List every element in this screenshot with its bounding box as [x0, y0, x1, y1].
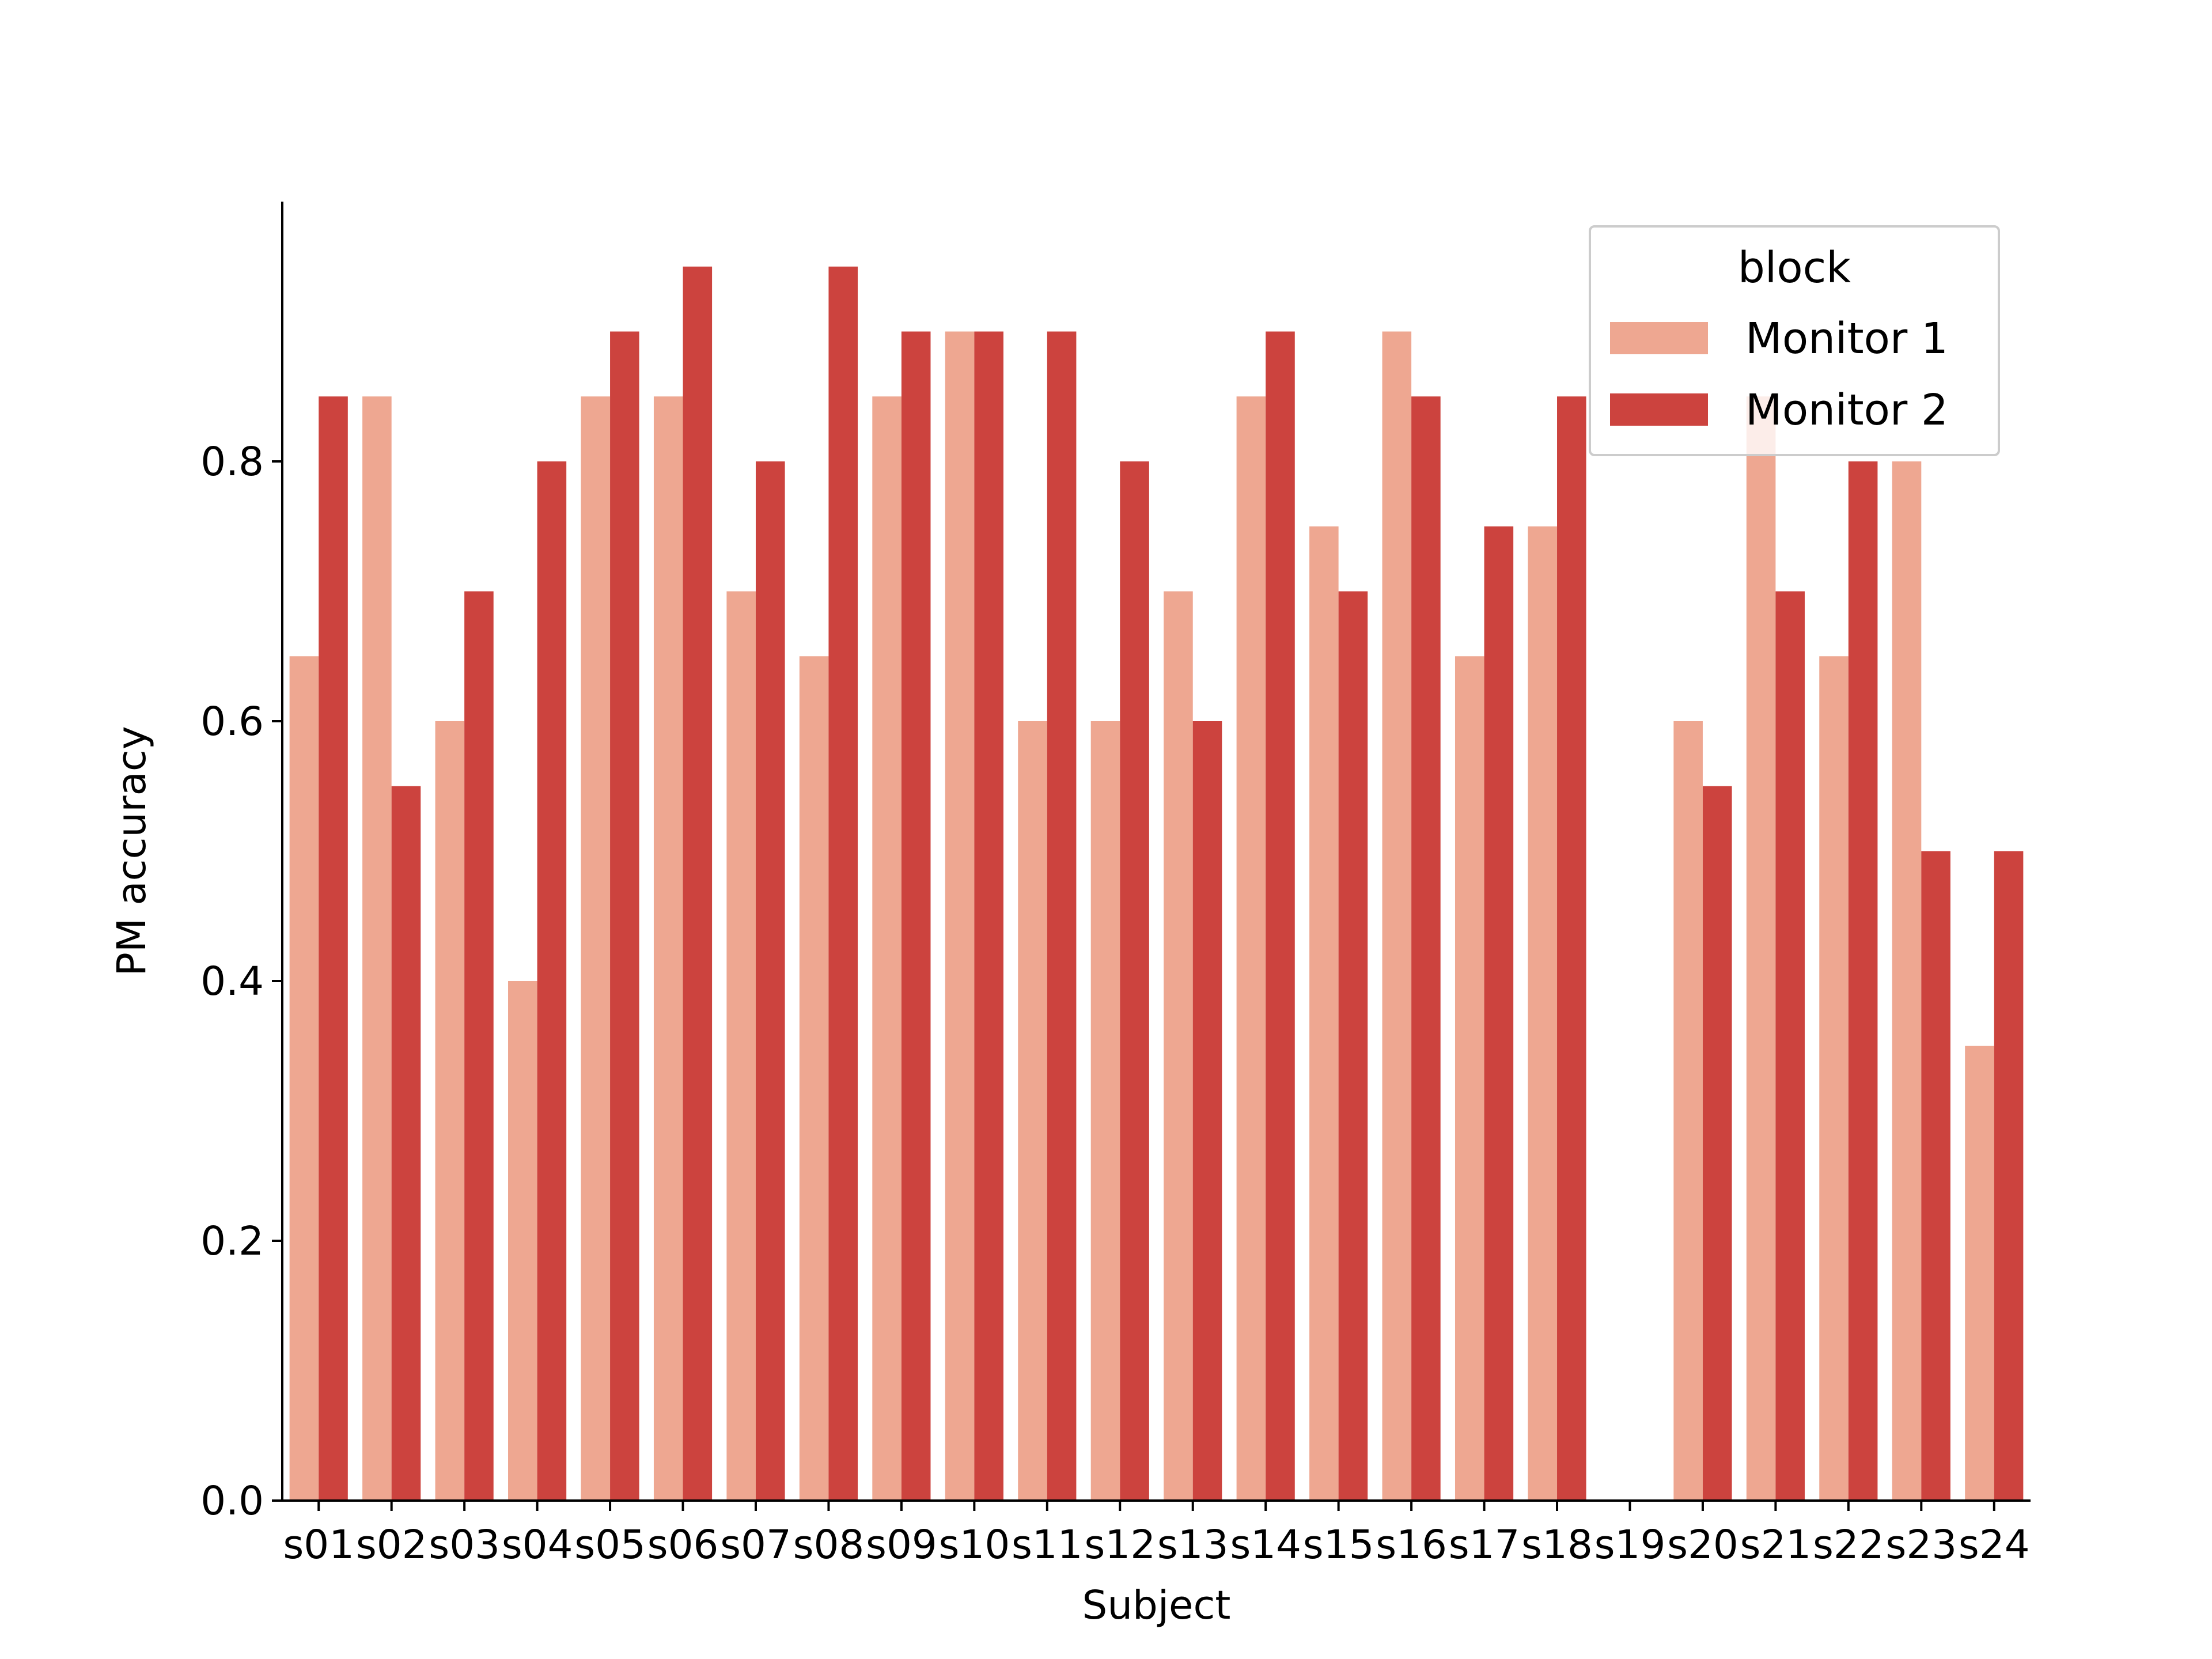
x-tick-label: s23 — [1885, 1522, 1957, 1568]
bar-s24-monitor-2 — [1994, 851, 2024, 1501]
bar-s23-monitor-1 — [1892, 461, 1922, 1501]
x-ticks: s01 s02 s03 s04 s05 s06 s07 s08 s09 s10 s11 s12 s13 s… — [283, 1501, 2030, 1568]
bar-s11-monitor-1 — [1018, 721, 1047, 1501]
y-tick-label: 0.6 — [200, 699, 264, 745]
x-tick-label: s12 — [1084, 1522, 1156, 1568]
bar-s08-monitor-1 — [799, 656, 829, 1501]
bar-s10-monitor-1 — [945, 331, 975, 1501]
bar-s20-monitor-2 — [1702, 786, 1732, 1501]
x-tick-label: s02 — [356, 1522, 427, 1568]
bar-s24-monitor-1 — [1965, 1046, 1994, 1501]
bar-s06-monitor-2 — [683, 266, 713, 1501]
x-tick-label: s18 — [1521, 1522, 1593, 1568]
bar-s17-monitor-1 — [1455, 656, 1484, 1501]
bar-s03-monitor-2 — [464, 591, 494, 1501]
x-tick-label: s16 — [1376, 1522, 1447, 1568]
legend-title: block — [1738, 243, 1851, 293]
x-tick-label: s10 — [938, 1522, 1010, 1568]
x-tick-label: s09 — [866, 1522, 937, 1568]
x-tick-label: s06 — [647, 1522, 719, 1568]
x-axis-title: Subject — [1082, 1582, 1231, 1628]
bar-s15-monitor-2 — [1338, 591, 1368, 1501]
bar-s05-monitor-2 — [610, 331, 639, 1501]
legend-swatch-1 — [1610, 322, 1708, 354]
x-tick-label: s11 — [1012, 1522, 1083, 1568]
y-axis-title: PM accuracy — [109, 726, 155, 976]
bar-s01-monitor-1 — [289, 656, 319, 1501]
y-tick-label: 0.8 — [200, 439, 264, 485]
bar-s12-monitor-2 — [1120, 461, 1149, 1501]
bar-s22-monitor-2 — [1848, 461, 1878, 1501]
bar-s04-monitor-2 — [537, 461, 567, 1501]
x-tick-label: s24 — [1959, 1522, 2030, 1568]
x-tick-label: s15 — [1303, 1522, 1374, 1568]
bar-s22-monitor-1 — [1819, 656, 1849, 1501]
bar-s09-monitor-1 — [872, 396, 902, 1501]
bar-s16-monitor-1 — [1382, 331, 1412, 1501]
bar-s07-monitor-2 — [755, 461, 785, 1501]
bar-s13-monitor-1 — [1164, 591, 1193, 1501]
bar-s05-monitor-1 — [581, 396, 611, 1501]
bar-s02-monitor-2 — [391, 786, 421, 1501]
bar-s17-monitor-2 — [1484, 526, 1514, 1501]
bar-s10-monitor-2 — [974, 331, 1003, 1501]
bar-s15-monitor-1 — [1309, 526, 1339, 1501]
x-tick-label: s04 — [502, 1522, 573, 1568]
bar-s23-monitor-2 — [1921, 851, 1950, 1501]
bar-s18-monitor-2 — [1557, 396, 1586, 1501]
x-tick-label: s07 — [720, 1522, 791, 1568]
y-ticks: 0.0 0.2 0.4 0.6 0.8 — [200, 439, 282, 1524]
bar-s02-monitor-1 — [362, 396, 392, 1501]
bar-s01-monitor-2 — [319, 396, 348, 1501]
bar-s21-monitor-2 — [1775, 591, 1805, 1501]
bar-s16-monitor-2 — [1411, 396, 1441, 1501]
x-tick-label: s08 — [793, 1522, 865, 1568]
x-tick-label: s03 — [429, 1522, 500, 1568]
bar-s21-monitor-1 — [1746, 396, 1776, 1501]
y-tick-label: 0.4 — [200, 959, 264, 1005]
bar-s04-monitor-1 — [508, 981, 537, 1501]
x-tick-label: s19 — [1594, 1522, 1666, 1568]
bar-s20-monitor-1 — [1673, 721, 1703, 1501]
y-tick-label: 0.2 — [200, 1218, 264, 1264]
legend-swatch-2 — [1610, 393, 1708, 426]
bar-s14-monitor-2 — [1266, 331, 1295, 1501]
x-tick-label: s17 — [1449, 1522, 1520, 1568]
x-tick-label: s20 — [1667, 1522, 1738, 1568]
bars-group — [289, 266, 2024, 1501]
legend: block Monitor 1 Monitor 2 — [1589, 225, 2000, 456]
x-tick-label: s05 — [574, 1522, 646, 1568]
bar-s11-monitor-2 — [1047, 331, 1077, 1501]
x-tick-label: s14 — [1230, 1522, 1301, 1568]
bar-s12-monitor-1 — [1090, 721, 1120, 1501]
x-tick-label: s22 — [1813, 1522, 1884, 1568]
bar-s14-monitor-1 — [1236, 396, 1266, 1501]
legend-label-1: Monitor 1 — [1745, 314, 1948, 363]
legend-label-2: Monitor 2 — [1745, 385, 1948, 435]
bar-s06-monitor-1 — [653, 396, 683, 1501]
x-tick-label: s21 — [1740, 1522, 1812, 1568]
bar-s08-monitor-2 — [828, 266, 858, 1501]
x-tick-label: s01 — [283, 1522, 354, 1568]
bar-s13-monitor-2 — [1192, 721, 1222, 1501]
x-tick-label: s13 — [1157, 1522, 1229, 1568]
bar-s03-monitor-1 — [435, 721, 465, 1501]
y-tick-label: 0.0 — [200, 1478, 264, 1524]
bar-s18-monitor-1 — [1528, 526, 1558, 1501]
bar-s07-monitor-1 — [726, 591, 756, 1501]
bar-s09-monitor-2 — [901, 331, 931, 1501]
